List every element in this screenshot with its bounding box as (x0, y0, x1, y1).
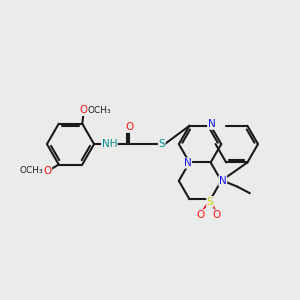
Text: S: S (207, 196, 213, 206)
Text: O: O (125, 122, 134, 132)
Text: O: O (212, 210, 221, 220)
Text: OCH₃: OCH₃ (88, 106, 112, 115)
Text: O: O (196, 210, 205, 220)
Text: O: O (44, 166, 52, 176)
Text: N: N (208, 119, 215, 129)
Text: OCH₃: OCH₃ (19, 167, 43, 176)
Text: S: S (158, 139, 165, 149)
Text: N: N (184, 158, 192, 168)
Text: N: N (219, 176, 226, 186)
Text: O: O (80, 106, 88, 116)
Text: NH: NH (102, 139, 117, 149)
